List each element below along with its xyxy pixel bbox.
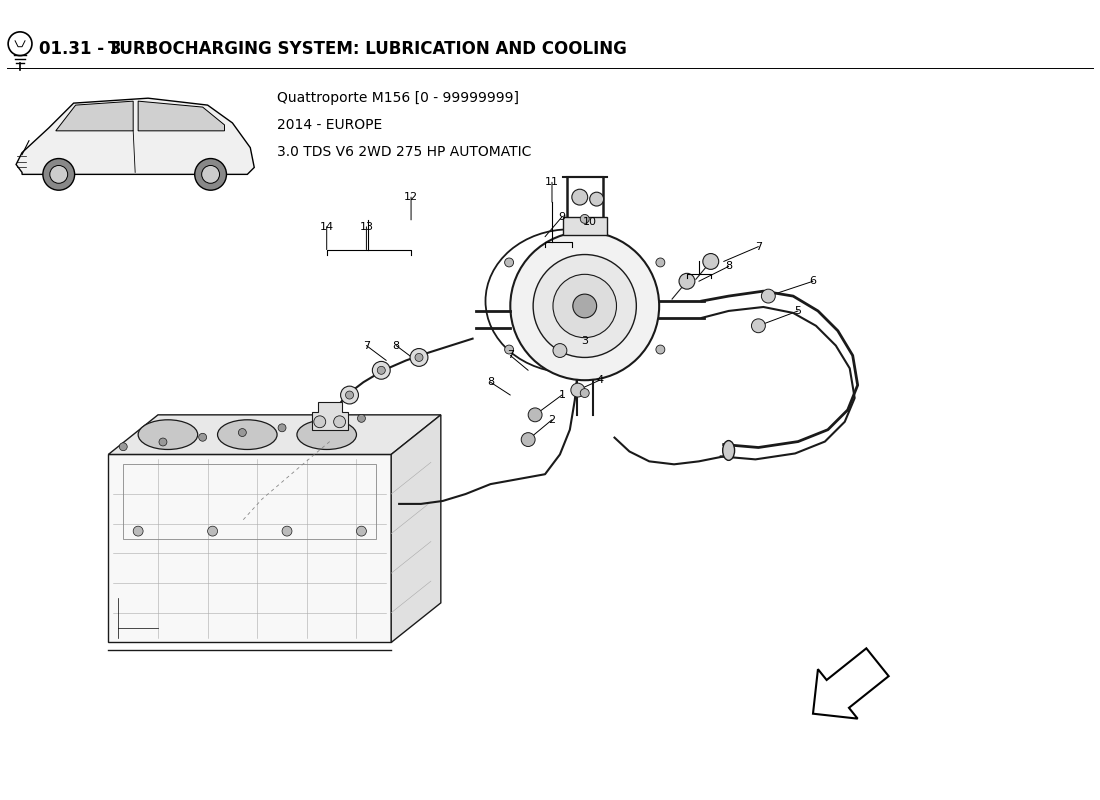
Circle shape: [410, 349, 428, 366]
Circle shape: [208, 526, 218, 536]
Text: 4: 4: [596, 375, 603, 386]
Polygon shape: [109, 415, 441, 454]
Text: 7: 7: [363, 341, 370, 350]
Circle shape: [505, 345, 514, 354]
Ellipse shape: [218, 420, 277, 450]
Circle shape: [528, 408, 542, 422]
Circle shape: [703, 254, 718, 270]
Circle shape: [373, 362, 390, 379]
Text: 3.0 TDS V6 2WD 275 HP AUTOMATIC: 3.0 TDS V6 2WD 275 HP AUTOMATIC: [277, 145, 531, 158]
Polygon shape: [139, 101, 224, 131]
Circle shape: [751, 319, 766, 333]
Polygon shape: [392, 415, 441, 642]
Circle shape: [510, 232, 659, 380]
Text: 01.31 - 3: 01.31 - 3: [39, 40, 128, 58]
Text: 1: 1: [559, 390, 565, 400]
Polygon shape: [56, 101, 133, 131]
Circle shape: [282, 526, 292, 536]
Circle shape: [415, 354, 424, 362]
Text: 12: 12: [404, 192, 418, 202]
Circle shape: [318, 419, 326, 427]
Text: 2014 - EUROPE: 2014 - EUROPE: [277, 118, 383, 132]
Polygon shape: [311, 402, 348, 430]
Text: TURBOCHARGING SYSTEM: LUBRICATION AND COOLING: TURBOCHARGING SYSTEM: LUBRICATION AND CO…: [109, 40, 627, 58]
Text: 8: 8: [725, 262, 733, 271]
Circle shape: [358, 414, 365, 422]
Circle shape: [572, 190, 587, 205]
Ellipse shape: [139, 420, 198, 450]
Circle shape: [119, 442, 128, 450]
Text: 13: 13: [360, 222, 373, 232]
Text: 3: 3: [581, 336, 589, 346]
Circle shape: [195, 158, 227, 190]
Polygon shape: [813, 648, 889, 718]
Text: 9: 9: [559, 212, 565, 222]
Circle shape: [199, 434, 207, 442]
Circle shape: [521, 433, 535, 446]
Circle shape: [571, 383, 585, 397]
Text: 10: 10: [583, 217, 596, 227]
Circle shape: [679, 274, 695, 289]
Circle shape: [505, 258, 514, 267]
Circle shape: [553, 343, 566, 358]
Text: 8: 8: [393, 341, 399, 350]
Circle shape: [534, 254, 636, 358]
Circle shape: [345, 391, 353, 399]
Text: 5: 5: [794, 306, 802, 316]
Circle shape: [341, 386, 359, 404]
Text: 6: 6: [810, 276, 816, 286]
Circle shape: [553, 274, 616, 338]
Text: 11: 11: [544, 178, 559, 187]
Circle shape: [50, 166, 68, 183]
Circle shape: [581, 214, 590, 223]
Text: 14: 14: [320, 222, 333, 232]
Bar: [123, 464, 376, 539]
Circle shape: [573, 294, 596, 318]
Ellipse shape: [297, 420, 356, 450]
Circle shape: [133, 526, 143, 536]
Ellipse shape: [723, 441, 735, 460]
Circle shape: [656, 258, 664, 267]
Circle shape: [278, 424, 286, 432]
Polygon shape: [109, 454, 392, 642]
Circle shape: [201, 166, 220, 183]
Circle shape: [239, 429, 246, 437]
Circle shape: [590, 192, 604, 206]
Bar: [563, 217, 606, 234]
Text: Quattroporte M156 [0 - 99999999]: Quattroporte M156 [0 - 99999999]: [277, 91, 519, 105]
Text: 7: 7: [755, 242, 762, 252]
Circle shape: [314, 416, 326, 428]
Circle shape: [356, 526, 366, 536]
Circle shape: [581, 389, 590, 398]
Text: 7: 7: [507, 350, 514, 361]
Circle shape: [377, 366, 385, 374]
Circle shape: [656, 345, 664, 354]
Polygon shape: [16, 98, 254, 174]
Text: 8: 8: [487, 377, 494, 387]
Circle shape: [8, 32, 32, 56]
Text: 2: 2: [549, 414, 556, 425]
Circle shape: [761, 289, 776, 303]
Circle shape: [333, 416, 345, 428]
Circle shape: [160, 438, 167, 446]
Circle shape: [43, 158, 75, 190]
